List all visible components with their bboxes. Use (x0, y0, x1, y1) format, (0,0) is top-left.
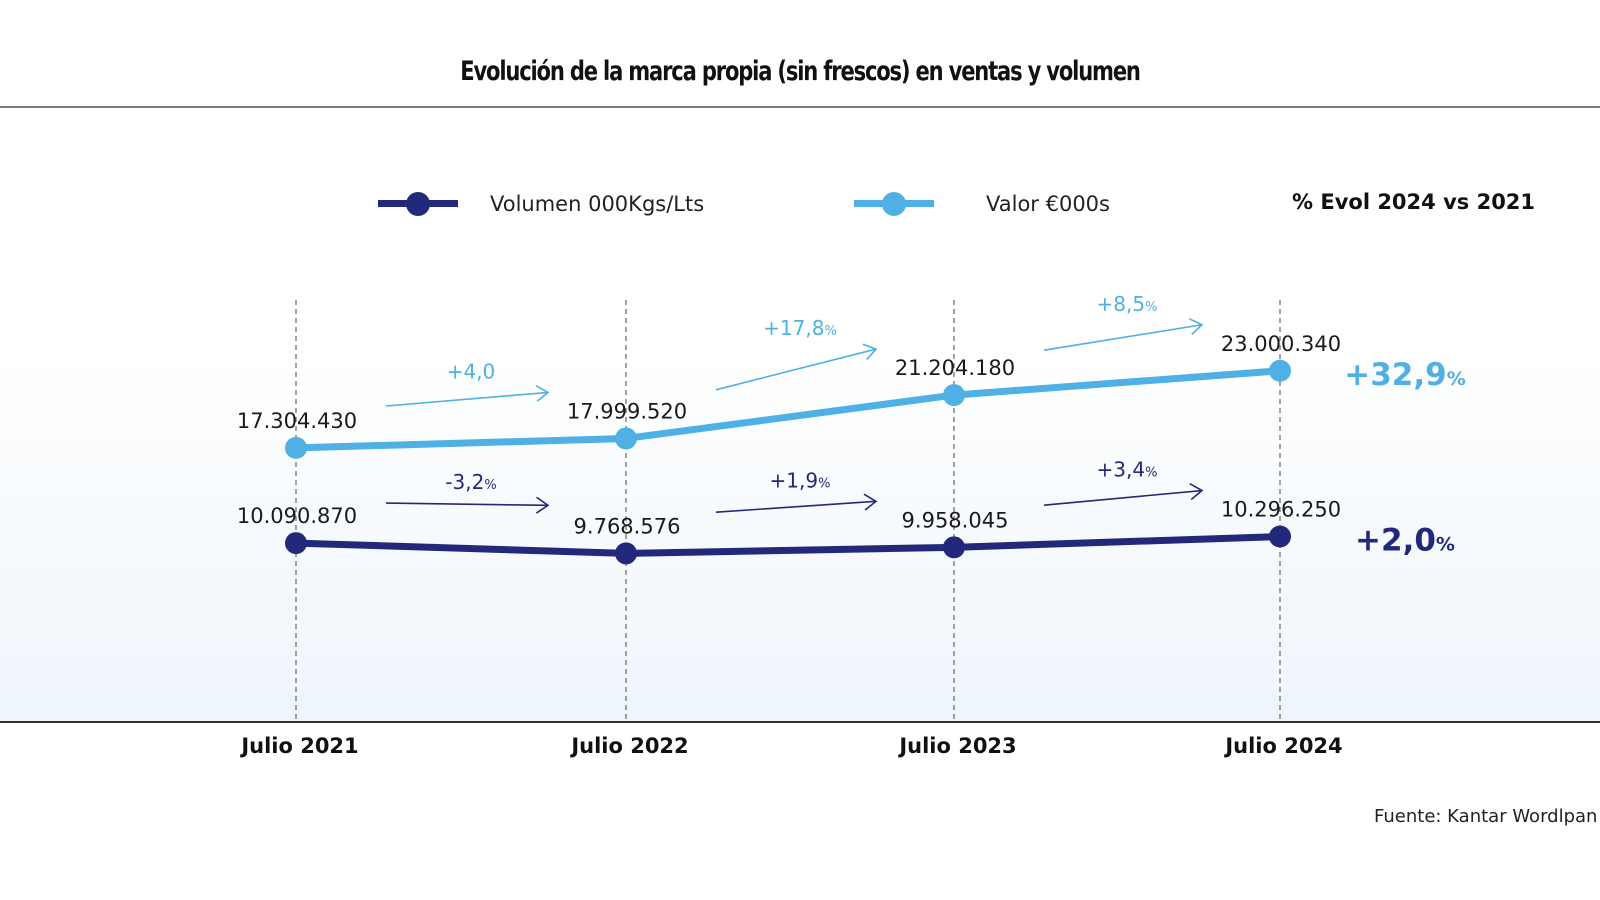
change-label-valor: +17,8% (763, 316, 837, 340)
total-change-valor: +32,9% (1344, 357, 1466, 393)
change-arrow-volumen (715, 500, 877, 513)
arrow-head-icon (1188, 318, 1204, 335)
change-arrow-valor (715, 348, 877, 391)
data-label-volumen: 9.768.576 (574, 514, 681, 538)
data-label-valor: 21.204.180 (895, 356, 1015, 380)
arrow-head-icon (1189, 483, 1204, 501)
change-label-volumen: -3,2% (445, 470, 496, 494)
series-line-volumen (292, 533, 1284, 557)
data-point-volumen (1269, 525, 1291, 548)
x-axis-line (0, 721, 1600, 723)
arrow-head-icon (535, 496, 550, 514)
data-label-valor: 17.999.520 (567, 399, 687, 423)
arrow-head-icon (535, 384, 550, 402)
percent-unit: % (1145, 300, 1157, 315)
x-tick-label: Julio 2024 (1223, 734, 1342, 758)
data-label-volumen: 10.090.870 (237, 504, 357, 528)
legend-swatch-volumen-icon (378, 190, 458, 218)
change-label-volumen: +1,9% (770, 468, 831, 492)
change-arrow-volumen (385, 502, 549, 507)
percent-unit: % (1145, 466, 1157, 481)
arrow-head-icon (863, 493, 878, 511)
data-label-volumen: 10.296.250 (1221, 498, 1341, 522)
x-tick-label: Julio 2023 (897, 734, 1016, 758)
data-point-valor (1269, 359, 1291, 382)
percent-unit: % (818, 476, 830, 491)
series-line-valor (292, 367, 1284, 452)
percent-unit: % (824, 324, 836, 339)
title-divider (0, 106, 1600, 108)
arrow-head-icon (862, 343, 878, 361)
source-note: Fuente: Kantar Wordlpan (1374, 806, 1598, 827)
x-tick-label: Julio 2022 (569, 734, 688, 758)
x-tick-label: Julio 2021 (239, 734, 358, 758)
change-label-valor: +4,0 (447, 359, 496, 383)
data-label-volumen: 9.958.045 (902, 508, 1009, 532)
percent-unit: % (484, 478, 496, 493)
change-arrow-valor (1043, 323, 1203, 352)
change-label-valor: +8,5% (1097, 292, 1158, 316)
data-point-valor (615, 427, 637, 450)
data-label-valor: 23.000.340 (1221, 332, 1341, 356)
legend-swatch-valor-icon (854, 190, 934, 218)
legend-item-volumen: Volumen 000Kgs/Lts (378, 190, 704, 218)
percent-unit: % (1436, 534, 1455, 556)
data-label-valor: 17.304.430 (237, 409, 357, 433)
chart-title: Evolución de la marca propia (sin fresco… (460, 56, 1141, 87)
change-arrow-volumen (1043, 489, 1203, 506)
data-point-volumen (285, 532, 307, 555)
change-label-volumen: +3,4% (1097, 458, 1158, 482)
legend-label-volumen: Volumen 000Kgs/Lts (490, 192, 705, 216)
evol-header: % Evol 2024 vs 2021 (1292, 190, 1536, 214)
legend-label-valor: Valor €000s (986, 192, 1110, 216)
percent-unit: % (1447, 368, 1466, 390)
data-point-volumen (615, 542, 637, 565)
total-change-volumen: +2,0% (1355, 523, 1455, 559)
legend-item-valor: Valor €000s (854, 190, 1110, 218)
change-arrow-valor (385, 391, 549, 407)
data-point-valor (943, 384, 965, 407)
data-point-valor (285, 436, 307, 459)
data-point-volumen (943, 536, 965, 559)
